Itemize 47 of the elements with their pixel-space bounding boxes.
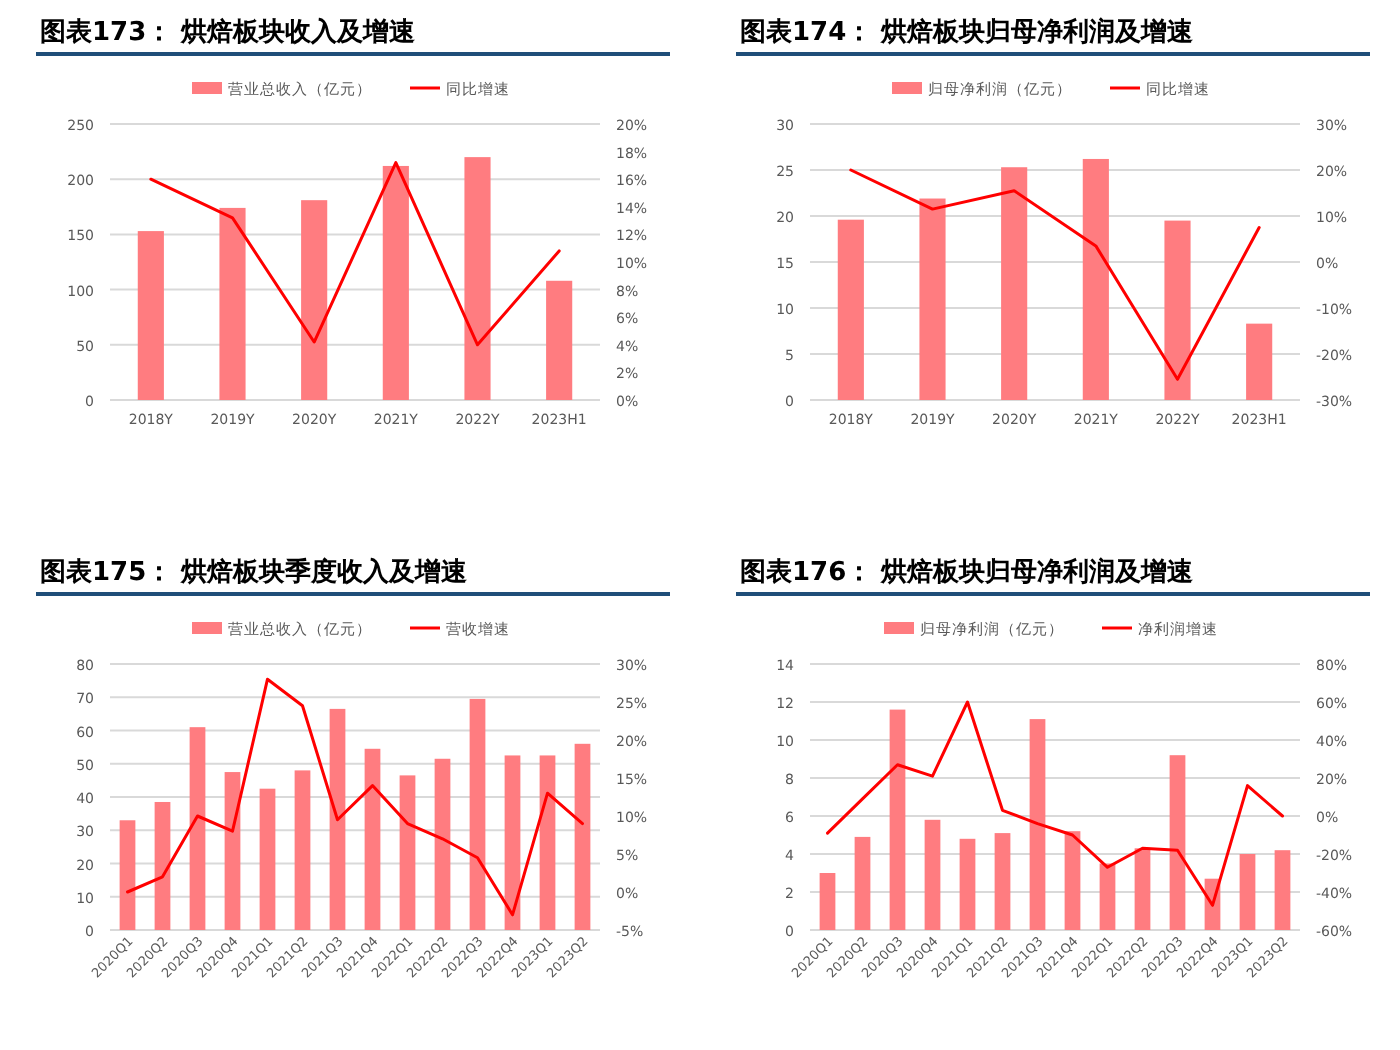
bar (137, 231, 164, 400)
bar (919, 198, 946, 400)
bar (889, 709, 906, 930)
bar (329, 708, 346, 930)
chart-title: 图表173： 烘焙板块收入及增速 (40, 16, 418, 48)
bar (1029, 719, 1046, 930)
bar (1239, 854, 1256, 930)
line-series (826, 700, 1284, 907)
bar (154, 801, 171, 930)
bar (294, 770, 311, 930)
bar (574, 743, 591, 930)
bar (994, 833, 1011, 930)
line-series (849, 168, 1261, 381)
bar (219, 207, 246, 400)
line-series (149, 161, 561, 347)
bar (539, 755, 556, 930)
line-series (126, 677, 584, 917)
bar (1164, 220, 1191, 400)
chart-title: 图表175： 烘焙板块季度收入及增速 (40, 556, 470, 588)
chart-title: 图表176： 烘焙板块归母净利润及增速 (740, 556, 1196, 588)
bar (1246, 323, 1273, 400)
bar (1274, 850, 1291, 930)
bar (189, 727, 206, 930)
chart-title: 图表174： 烘焙板块归母净利润及增速 (740, 16, 1196, 48)
bar (119, 820, 136, 930)
bar (546, 280, 573, 400)
bar (1134, 848, 1151, 930)
bar (224, 772, 241, 930)
bar (959, 838, 976, 930)
bar (434, 758, 451, 930)
bar (464, 157, 491, 400)
bar (259, 788, 276, 930)
bar (1099, 863, 1116, 930)
bar (469, 698, 486, 930)
bar (854, 836, 871, 930)
bar (301, 200, 328, 400)
bar (924, 819, 941, 930)
bar (504, 755, 521, 930)
bar (1082, 158, 1109, 400)
bar (819, 873, 836, 930)
bar (1001, 167, 1028, 400)
bar (1169, 755, 1186, 930)
bar (837, 219, 864, 400)
bar (382, 165, 409, 400)
bar (1064, 831, 1081, 930)
bar (399, 775, 416, 930)
bar (364, 748, 381, 930)
